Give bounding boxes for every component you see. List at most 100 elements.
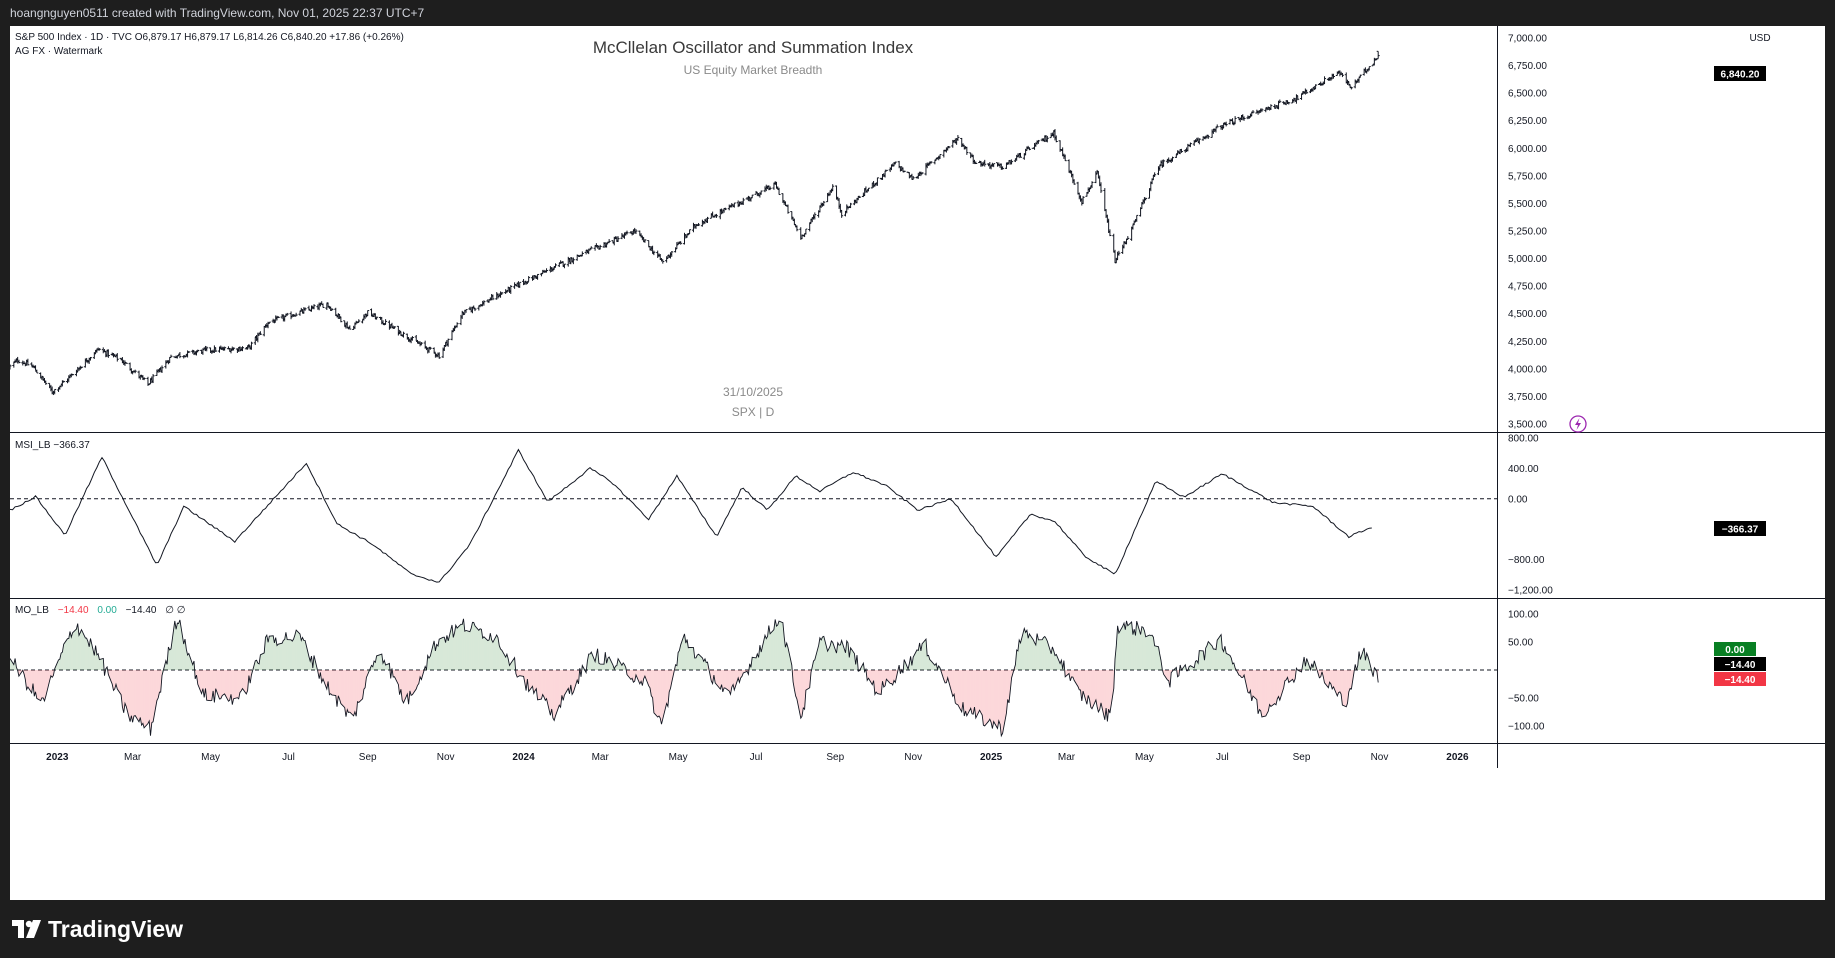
mo-area-segment (822, 636, 824, 670)
mo-area-segment (1274, 670, 1276, 705)
price-bar (160, 365, 164, 373)
msi-axis-tick-label: 400.00 (1508, 464, 1539, 475)
spx-chart[interactable]: McCllelan Oscillator and Summation Index… (10, 26, 1825, 900)
price-bar (419, 342, 423, 346)
mo-value-label-text: −14.40 (1725, 660, 1756, 671)
mo-area-segment (192, 661, 194, 670)
mo-area-segment (1154, 645, 1159, 670)
price-legend[interactable]: S&P 500 Index · 1D · TVC O6,879.17 H6,87… (15, 32, 404, 43)
lightning-icon[interactable] (1569, 415, 1587, 433)
mo-area-segment (678, 650, 680, 670)
mo-area-segment (524, 670, 527, 691)
mo-area-segment (588, 654, 590, 670)
price-bar (482, 300, 486, 306)
mo-area-segment (399, 670, 401, 695)
mo-area-segment (151, 670, 154, 723)
mo-area-segment (711, 670, 713, 684)
price-bar (1108, 229, 1112, 237)
mo-area-segment (607, 657, 610, 670)
chart-frame[interactable]: McCllelan Oscillator and Summation Index… (10, 26, 1825, 900)
mo-area-segment (1338, 670, 1340, 693)
mo-area-segment (1099, 670, 1101, 710)
mo-legend[interactable]: MO_LB −14.40 0.00 −14.40 ∅ ∅ (15, 605, 185, 616)
msi-legend[interactable]: MSI_LB −366.37 (15, 440, 90, 451)
price-bar (1162, 159, 1166, 167)
mo-area-segment (945, 670, 947, 683)
price-bar (983, 159, 987, 167)
price-bar (911, 175, 915, 180)
price-bar (428, 346, 432, 350)
tradingview-logo[interactable]: TradingView (12, 916, 183, 942)
price-bar (1153, 172, 1157, 177)
mo-area-segment (268, 636, 270, 670)
mo-area-segment (331, 670, 336, 696)
mo-area-segment (739, 670, 741, 683)
mo-area-segment (362, 670, 364, 699)
price-bar (831, 184, 835, 192)
mo-area-segment (965, 670, 967, 716)
mo-area-segment (122, 670, 124, 713)
mo-area-segment (720, 670, 722, 690)
mo-area-segment (821, 637, 823, 670)
mo-area-segment (87, 641, 90, 670)
price-bar (205, 346, 209, 352)
msi-line (10, 448, 1372, 583)
mo-area-segment (329, 670, 331, 695)
price-bar (1331, 73, 1335, 79)
price-bar (688, 229, 692, 235)
price-bar (357, 319, 361, 324)
mo-area-segment (265, 635, 267, 670)
mo-area-segment (1037, 633, 1039, 670)
mo-area-segment (40, 670, 42, 701)
mo-area-segment (973, 670, 975, 715)
price-bar (1010, 159, 1014, 165)
mo-area-segment (1044, 636, 1046, 670)
mo-area-segment (505, 654, 507, 670)
price-bar (849, 202, 853, 209)
mo-area-segment (1329, 670, 1331, 684)
mo-area-segment (90, 638, 95, 670)
mo-area-segment (237, 670, 239, 699)
price-axis-tick-label: 3,500.00 (1508, 420, 1547, 431)
mo-area-segment (174, 620, 177, 670)
mo-area-segment (58, 659, 60, 670)
mo-area-segment (492, 635, 497, 670)
mo-legend-name: MO_LB (15, 605, 49, 616)
mo-area-segment (1222, 648, 1224, 670)
mo-area-segment (255, 660, 257, 670)
mo-area-segment (957, 670, 962, 712)
price-bar (643, 239, 647, 243)
price-axis-tick-label: 5,500.00 (1508, 199, 1547, 210)
mo-area-segment (813, 659, 815, 670)
mo-area-segment (703, 658, 705, 670)
mo-area-segment (1079, 670, 1081, 690)
price-bar (1278, 99, 1282, 104)
price-axis-tick-label: 5,750.00 (1508, 171, 1547, 182)
mo-area-segment (308, 656, 311, 670)
mo-area-segment (1207, 641, 1209, 670)
mo-area-segment (1332, 670, 1334, 689)
mo-area-segment (961, 670, 963, 712)
mo-area-segment (344, 670, 346, 717)
mo-area-segment (284, 632, 286, 670)
mo-area-segment (1029, 634, 1034, 670)
indicator-legend[interactable]: AG FX · Watermark (15, 46, 103, 57)
mo-area-segment (282, 640, 284, 670)
footer: TradingView (0, 900, 1835, 958)
time-axis-label: Mar (1058, 752, 1076, 763)
mo-area-segment (490, 633, 492, 670)
mo-area-segment (1071, 670, 1073, 678)
price-bar (186, 350, 190, 358)
mo-area-segment (416, 670, 418, 689)
price-bar (919, 171, 923, 177)
mo-area-segment (135, 670, 139, 722)
mo-area-segment (1118, 626, 1123, 670)
mo-area-segment (1043, 636, 1045, 670)
mo-area-segment (1074, 670, 1078, 687)
mo-area-segment (1017, 640, 1020, 670)
mo-area-segment (1083, 670, 1087, 705)
price-bar (804, 228, 808, 235)
price-bar (1054, 135, 1058, 143)
price-bar (947, 146, 951, 149)
mo-area-segment (165, 660, 168, 670)
